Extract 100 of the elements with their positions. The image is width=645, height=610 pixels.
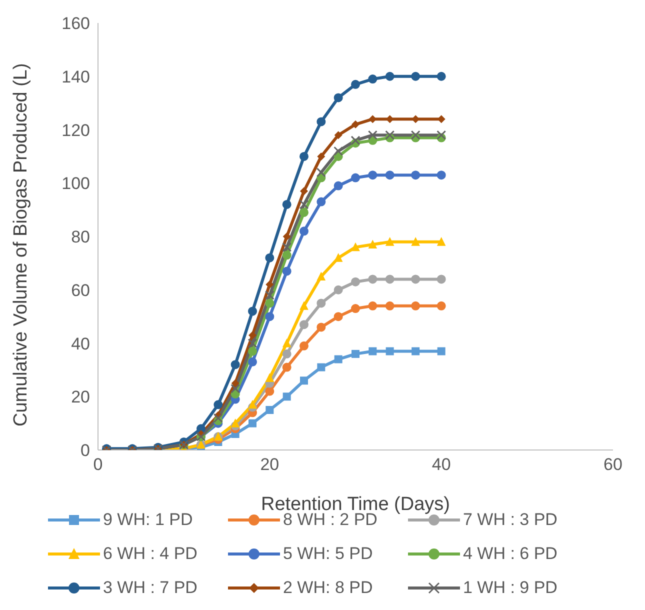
point <box>351 173 360 182</box>
point <box>436 130 446 140</box>
point <box>248 331 256 340</box>
point <box>282 392 291 401</box>
point <box>368 170 378 180</box>
legend-label: 7 WH : 3 PD <box>463 510 558 530</box>
point <box>316 197 326 206</box>
point <box>266 406 274 414</box>
point <box>282 242 292 252</box>
point <box>368 301 378 310</box>
point <box>248 346 257 356</box>
point <box>351 80 360 89</box>
y-tick-label: 100 <box>62 174 90 194</box>
point <box>282 232 291 240</box>
y-tick-label: 0 <box>80 441 90 460</box>
point <box>385 237 394 246</box>
point <box>282 338 292 348</box>
point <box>411 301 420 310</box>
x-tick-label: 60 <box>604 455 622 474</box>
point <box>282 250 292 260</box>
point <box>264 290 274 300</box>
point <box>334 285 343 294</box>
legend-label: 1 WH : 9 PD <box>463 578 558 598</box>
point <box>385 130 395 140</box>
point <box>411 274 420 284</box>
point <box>317 363 326 372</box>
point <box>300 376 308 385</box>
point <box>334 181 343 190</box>
point <box>265 312 274 322</box>
point <box>316 298 326 308</box>
point <box>282 200 292 209</box>
point <box>334 131 342 140</box>
point <box>385 170 394 180</box>
point <box>368 274 378 284</box>
x-tick-label: 40 <box>432 455 451 474</box>
point <box>316 168 326 178</box>
point <box>266 280 274 289</box>
point <box>282 266 292 276</box>
point <box>385 72 394 81</box>
point <box>351 277 360 286</box>
point <box>300 341 308 350</box>
point <box>436 301 446 310</box>
point <box>248 419 256 428</box>
x-tick-label: 20 <box>260 455 280 474</box>
point <box>248 306 257 316</box>
point <box>351 242 360 252</box>
y-tick-label: 40 <box>71 334 90 354</box>
point <box>213 413 223 423</box>
legend-label: 2 WH: 8 PD <box>283 578 373 598</box>
y-axis-title: Cumulative Volume of Biogas Produced (L) <box>10 63 32 426</box>
point <box>352 120 360 128</box>
point <box>368 347 377 356</box>
point <box>230 418 240 428</box>
point <box>350 136 360 146</box>
point <box>411 72 420 81</box>
point <box>248 338 258 348</box>
point <box>282 362 292 372</box>
point <box>352 350 360 358</box>
legend-label: 5 WH: 5 PD <box>283 544 373 564</box>
point <box>436 274 446 284</box>
point <box>300 152 308 161</box>
point <box>265 373 274 382</box>
point <box>230 360 240 370</box>
point <box>214 400 223 410</box>
y-tick-label: 120 <box>62 120 90 140</box>
legend-label: 9 WH: 1 PD <box>103 510 193 530</box>
point <box>410 130 420 140</box>
point <box>316 272 326 281</box>
point <box>316 117 326 126</box>
point <box>230 384 240 394</box>
y-tick-label: 60 <box>71 280 90 300</box>
point <box>436 72 446 81</box>
legend-label: 8 WH : 2 PD <box>283 510 378 530</box>
point <box>316 322 326 332</box>
point <box>334 93 343 102</box>
y-tick-label: 140 <box>62 67 90 86</box>
point <box>368 74 378 84</box>
point <box>368 240 378 249</box>
legend-label: 4 WH : 6 PD <box>463 544 558 564</box>
point <box>282 349 292 358</box>
point <box>351 304 360 314</box>
legend-label: 3 WH : 7 PD <box>103 578 198 598</box>
y-tick-label: 20 <box>71 388 90 407</box>
point <box>300 320 308 330</box>
legend-label: 6 WH : 4 PD <box>103 544 198 564</box>
point <box>300 187 308 196</box>
point <box>265 298 274 308</box>
point <box>334 355 342 364</box>
point <box>300 208 308 217</box>
point <box>437 347 446 356</box>
point <box>411 170 420 180</box>
point <box>334 146 344 156</box>
point <box>248 400 257 409</box>
point <box>265 253 274 262</box>
point <box>317 152 326 160</box>
point <box>248 357 257 366</box>
point <box>265 386 274 396</box>
point <box>436 237 446 246</box>
point <box>368 130 378 140</box>
point <box>334 312 343 322</box>
